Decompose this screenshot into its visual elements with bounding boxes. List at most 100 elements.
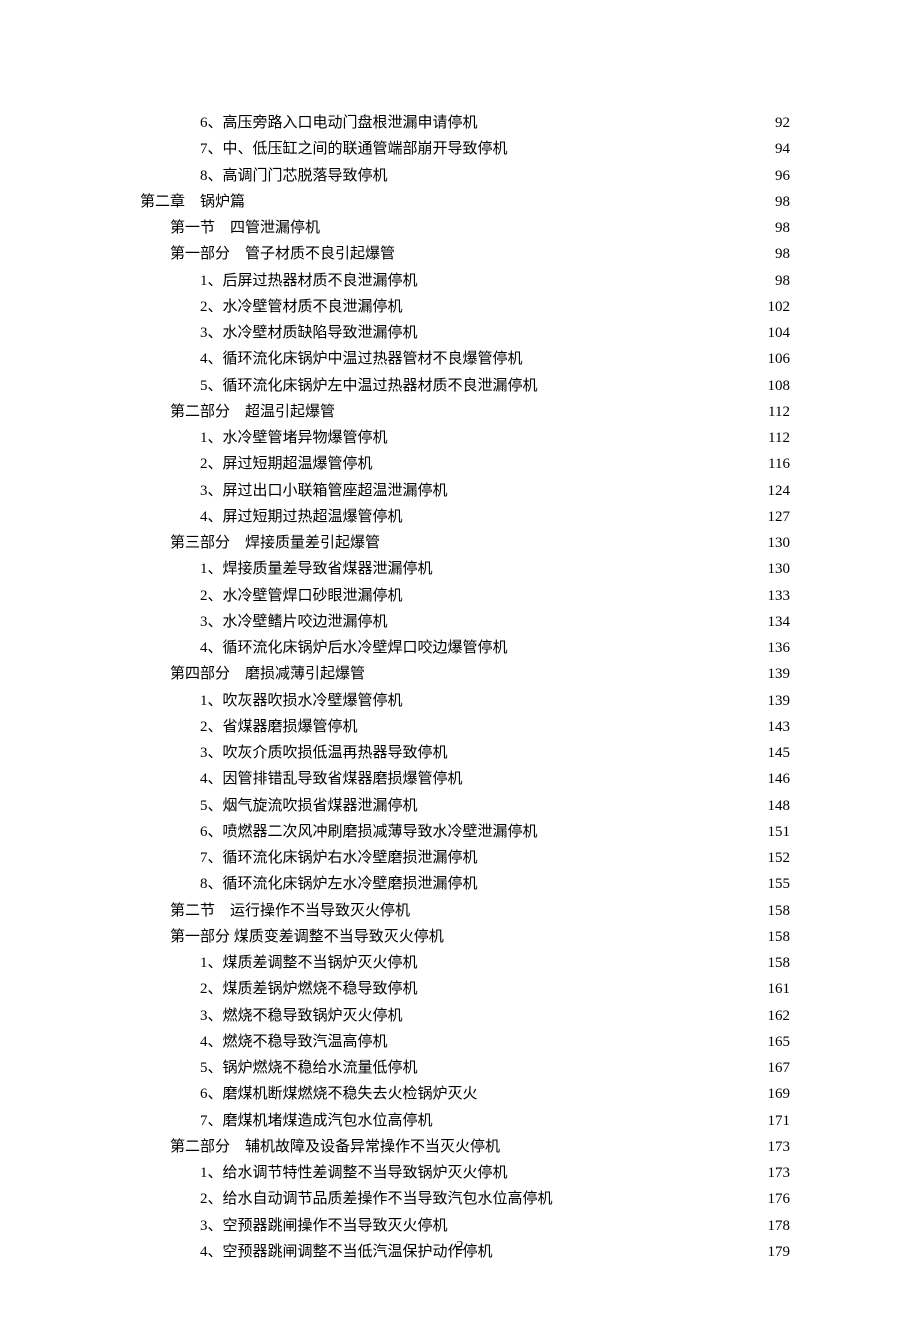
toc-entry-title: 4、循环流化床锅炉后水冷壁焊口咬边爆管停机: [200, 635, 508, 661]
toc-entry: 7、循环流化床锅炉右水冷壁磨损泄漏停机 152: [140, 845, 790, 871]
toc-entry-title: 6、高压旁路入口电动门盘根泄漏申请停机: [200, 110, 478, 136]
toc-entry: 2、给水自动调节品质差操作不当导致汽包水位高停机176: [140, 1186, 790, 1212]
toc-entry: 6、喷燃器二次风冲刷磨损减薄导致水冷壁泄漏停机 151: [140, 819, 790, 845]
toc-entry-title: 5、循环流化床锅炉左中温过热器材质不良泄漏停机: [200, 373, 538, 399]
toc-entry-title: 5、锅炉燃烧不稳给水流量低停机: [200, 1055, 418, 1081]
toc-entry: 2、煤质差锅炉燃烧不稳导致停机161: [140, 976, 790, 1002]
toc-entry-page: 151: [766, 819, 791, 845]
toc-entry-page: 134: [766, 609, 791, 635]
toc-entry-title: 4、因管排错乱导致省煤器磨损爆管停机: [200, 766, 463, 792]
toc-entry-title: 第一节 四管泄漏停机: [170, 215, 320, 241]
toc-entry: 4、循环流化床锅炉后水冷壁焊口咬边爆管停机136: [140, 635, 790, 661]
toc-entry-title: 7、中、低压缸之间的联通管端部崩开导致停机: [200, 136, 508, 162]
toc-entry-title: 3、燃烧不稳导致锅炉灭火停机: [200, 1003, 403, 1029]
toc-entry-title: 2、屏过短期超温爆管停机: [200, 451, 373, 477]
toc-entry-page: 130: [766, 556, 791, 582]
toc-entry: 6、磨煤机断煤燃烧不稳失去火检锅炉灭火169: [140, 1081, 790, 1107]
toc-leader-dots: [478, 847, 766, 862]
toc-leader-dots: [463, 768, 766, 783]
toc-entry: 1、煤质差调整不当锅炉灭火停机158: [140, 950, 790, 976]
toc-entry-title: 6、磨煤机断煤燃烧不稳失去火检锅炉灭火: [200, 1081, 478, 1107]
toc-entry: 3、空预器跳闸操作不当导致灭火停机 178: [140, 1213, 790, 1239]
toc-entry-page: 139: [766, 661, 791, 687]
toc-entry-page: 106: [766, 346, 791, 372]
toc-list: 6、高压旁路入口电动门盘根泄漏申请停机 92 7、中、低压缸之间的联通管端部崩开导致…: [140, 110, 790, 1265]
toc-entry: 8、循环流化床锅炉左水冷壁磨损泄漏停机155: [140, 871, 790, 897]
toc-entry-page: 139: [766, 688, 791, 714]
toc-entry-page: 124: [766, 478, 791, 504]
toc-leader-dots: [403, 296, 766, 311]
toc-entry-title: 7、磨煤机堵煤造成汽包水位高停机: [200, 1108, 433, 1134]
toc-page: 6、高压旁路入口电动门盘根泄漏申请停机 92 7、中、低压缸之间的联通管端部崩开导致…: [0, 0, 920, 1325]
toc-entry: 5、锅炉燃烧不稳给水流量低停机167: [140, 1055, 790, 1081]
toc-entry: 6、高压旁路入口电动门盘根泄漏申请停机 92: [140, 110, 790, 136]
toc-entry: 第二部分 超温引起爆管112: [140, 399, 790, 425]
toc-entry-title: 第二章 锅炉篇: [140, 189, 245, 215]
toc-entry-title: 8、高调门门芯脱落导致停机: [200, 163, 388, 189]
toc-leader-dots: [553, 1188, 766, 1203]
toc-entry-page: 165: [766, 1029, 791, 1055]
toc-entry-title: 2、给水自动调节品质差操作不当导致汽包水位高停机: [200, 1186, 553, 1212]
toc-leader-dots: [418, 978, 766, 993]
toc-entry: 1、吹灰器吹损水冷壁爆管停机 139: [140, 688, 790, 714]
toc-entry-page: 158: [766, 950, 791, 976]
toc-leader-dots: [418, 1057, 766, 1072]
toc-entry-page: 155: [766, 871, 791, 897]
toc-leader-dots: [380, 532, 765, 547]
toc-entry-page: 178: [766, 1213, 791, 1239]
toc-leader-dots: [358, 716, 766, 731]
toc-entry: 3、燃烧不稳导致锅炉灭火停机162: [140, 1003, 790, 1029]
toc-leader-dots: [418, 795, 766, 810]
toc-entry: 2、水冷壁管材质不良泄漏停机102: [140, 294, 790, 320]
toc-entry-title: 第三部分 焊接质量差引起爆管: [170, 530, 380, 556]
toc-leader-dots: [395, 243, 773, 258]
toc-entry-page: 171: [766, 1108, 791, 1134]
toc-entry: 3、吹灰介质吹损低温再热器导致停机145: [140, 740, 790, 766]
toc-entry-title: 4、循环流化床锅炉中温过热器管材不良爆管停机: [200, 346, 523, 372]
toc-entry-title: 1、后屏过热器材质不良泄漏停机: [200, 268, 418, 294]
toc-leader-dots: [245, 191, 773, 206]
toc-entry-page: 98: [773, 241, 790, 267]
toc-leader-dots: [433, 558, 766, 573]
toc-entry-title: 1、吹灰器吹损水冷壁爆管停机: [200, 688, 403, 714]
toc-entry-page: 173: [766, 1160, 791, 1186]
toc-leader-dots: [403, 690, 766, 705]
toc-leader-dots: [508, 1162, 766, 1177]
toc-entry-title: 第二节 运行操作不当导致灭火停机: [170, 898, 410, 924]
toc-leader-dots: [508, 637, 766, 652]
toc-entry-page: 173: [766, 1134, 791, 1160]
toc-entry: 第一部分 管子材质不良引起爆管 98: [140, 241, 790, 267]
toc-leader-dots: [418, 322, 766, 337]
toc-entry: 第三部分 焊接质量差引起爆管130: [140, 530, 790, 556]
toc-entry: 第二章 锅炉篇98: [140, 189, 790, 215]
toc-leader-dots: [403, 1005, 766, 1020]
toc-leader-dots: [418, 952, 766, 967]
toc-entry-page: 92: [773, 110, 790, 136]
toc-leader-dots: [478, 112, 773, 127]
toc-leader-dots: [320, 217, 773, 232]
toc-leader-dots: [403, 506, 766, 521]
toc-entry: 7、磨煤机堵煤造成汽包水位高停机 171: [140, 1108, 790, 1134]
toc-entry: 2、省煤器磨损爆管停机143: [140, 714, 790, 740]
toc-entry-title: 第一部分 管子材质不良引起爆管: [170, 241, 395, 267]
toc-entry: 第一节 四管泄漏停机98: [140, 215, 790, 241]
toc-entry: 1、后屏过热器材质不良泄漏停机98: [140, 268, 790, 294]
toc-leader-dots: [523, 348, 766, 363]
toc-entry-title: 7、循环流化床锅炉右水冷壁磨损泄漏停机: [200, 845, 478, 871]
toc-entry: 4、循环流化床锅炉中温过热器管材不良爆管停机 106: [140, 346, 790, 372]
toc-entry-title: 3、吹灰介质吹损低温再热器导致停机: [200, 740, 448, 766]
toc-entry: 第二节 运行操作不当导致灭火停机158: [140, 898, 790, 924]
page-number: 2: [0, 1239, 920, 1255]
toc-leader-dots: [500, 1136, 765, 1151]
toc-leader-dots: [388, 165, 773, 180]
toc-entry: 4、燃烧不稳导致汽温高停机165: [140, 1029, 790, 1055]
toc-leader-dots: [433, 1110, 766, 1125]
toc-entry-title: 3、空预器跳闸操作不当导致灭火停机: [200, 1213, 448, 1239]
toc-entry-page: 94: [773, 136, 790, 162]
toc-entry-title: 6、喷燃器二次风冲刷磨损减薄导致水冷壁泄漏停机: [200, 819, 538, 845]
toc-entry-page: 152: [766, 845, 791, 871]
toc-entry-title: 4、屏过短期过热超温爆管停机: [200, 504, 403, 530]
toc-entry-page: 96: [773, 163, 790, 189]
toc-entry-title: 5、烟气旋流吹损省煤器泄漏停机: [200, 793, 418, 819]
toc-entry-page: 161: [766, 976, 791, 1002]
